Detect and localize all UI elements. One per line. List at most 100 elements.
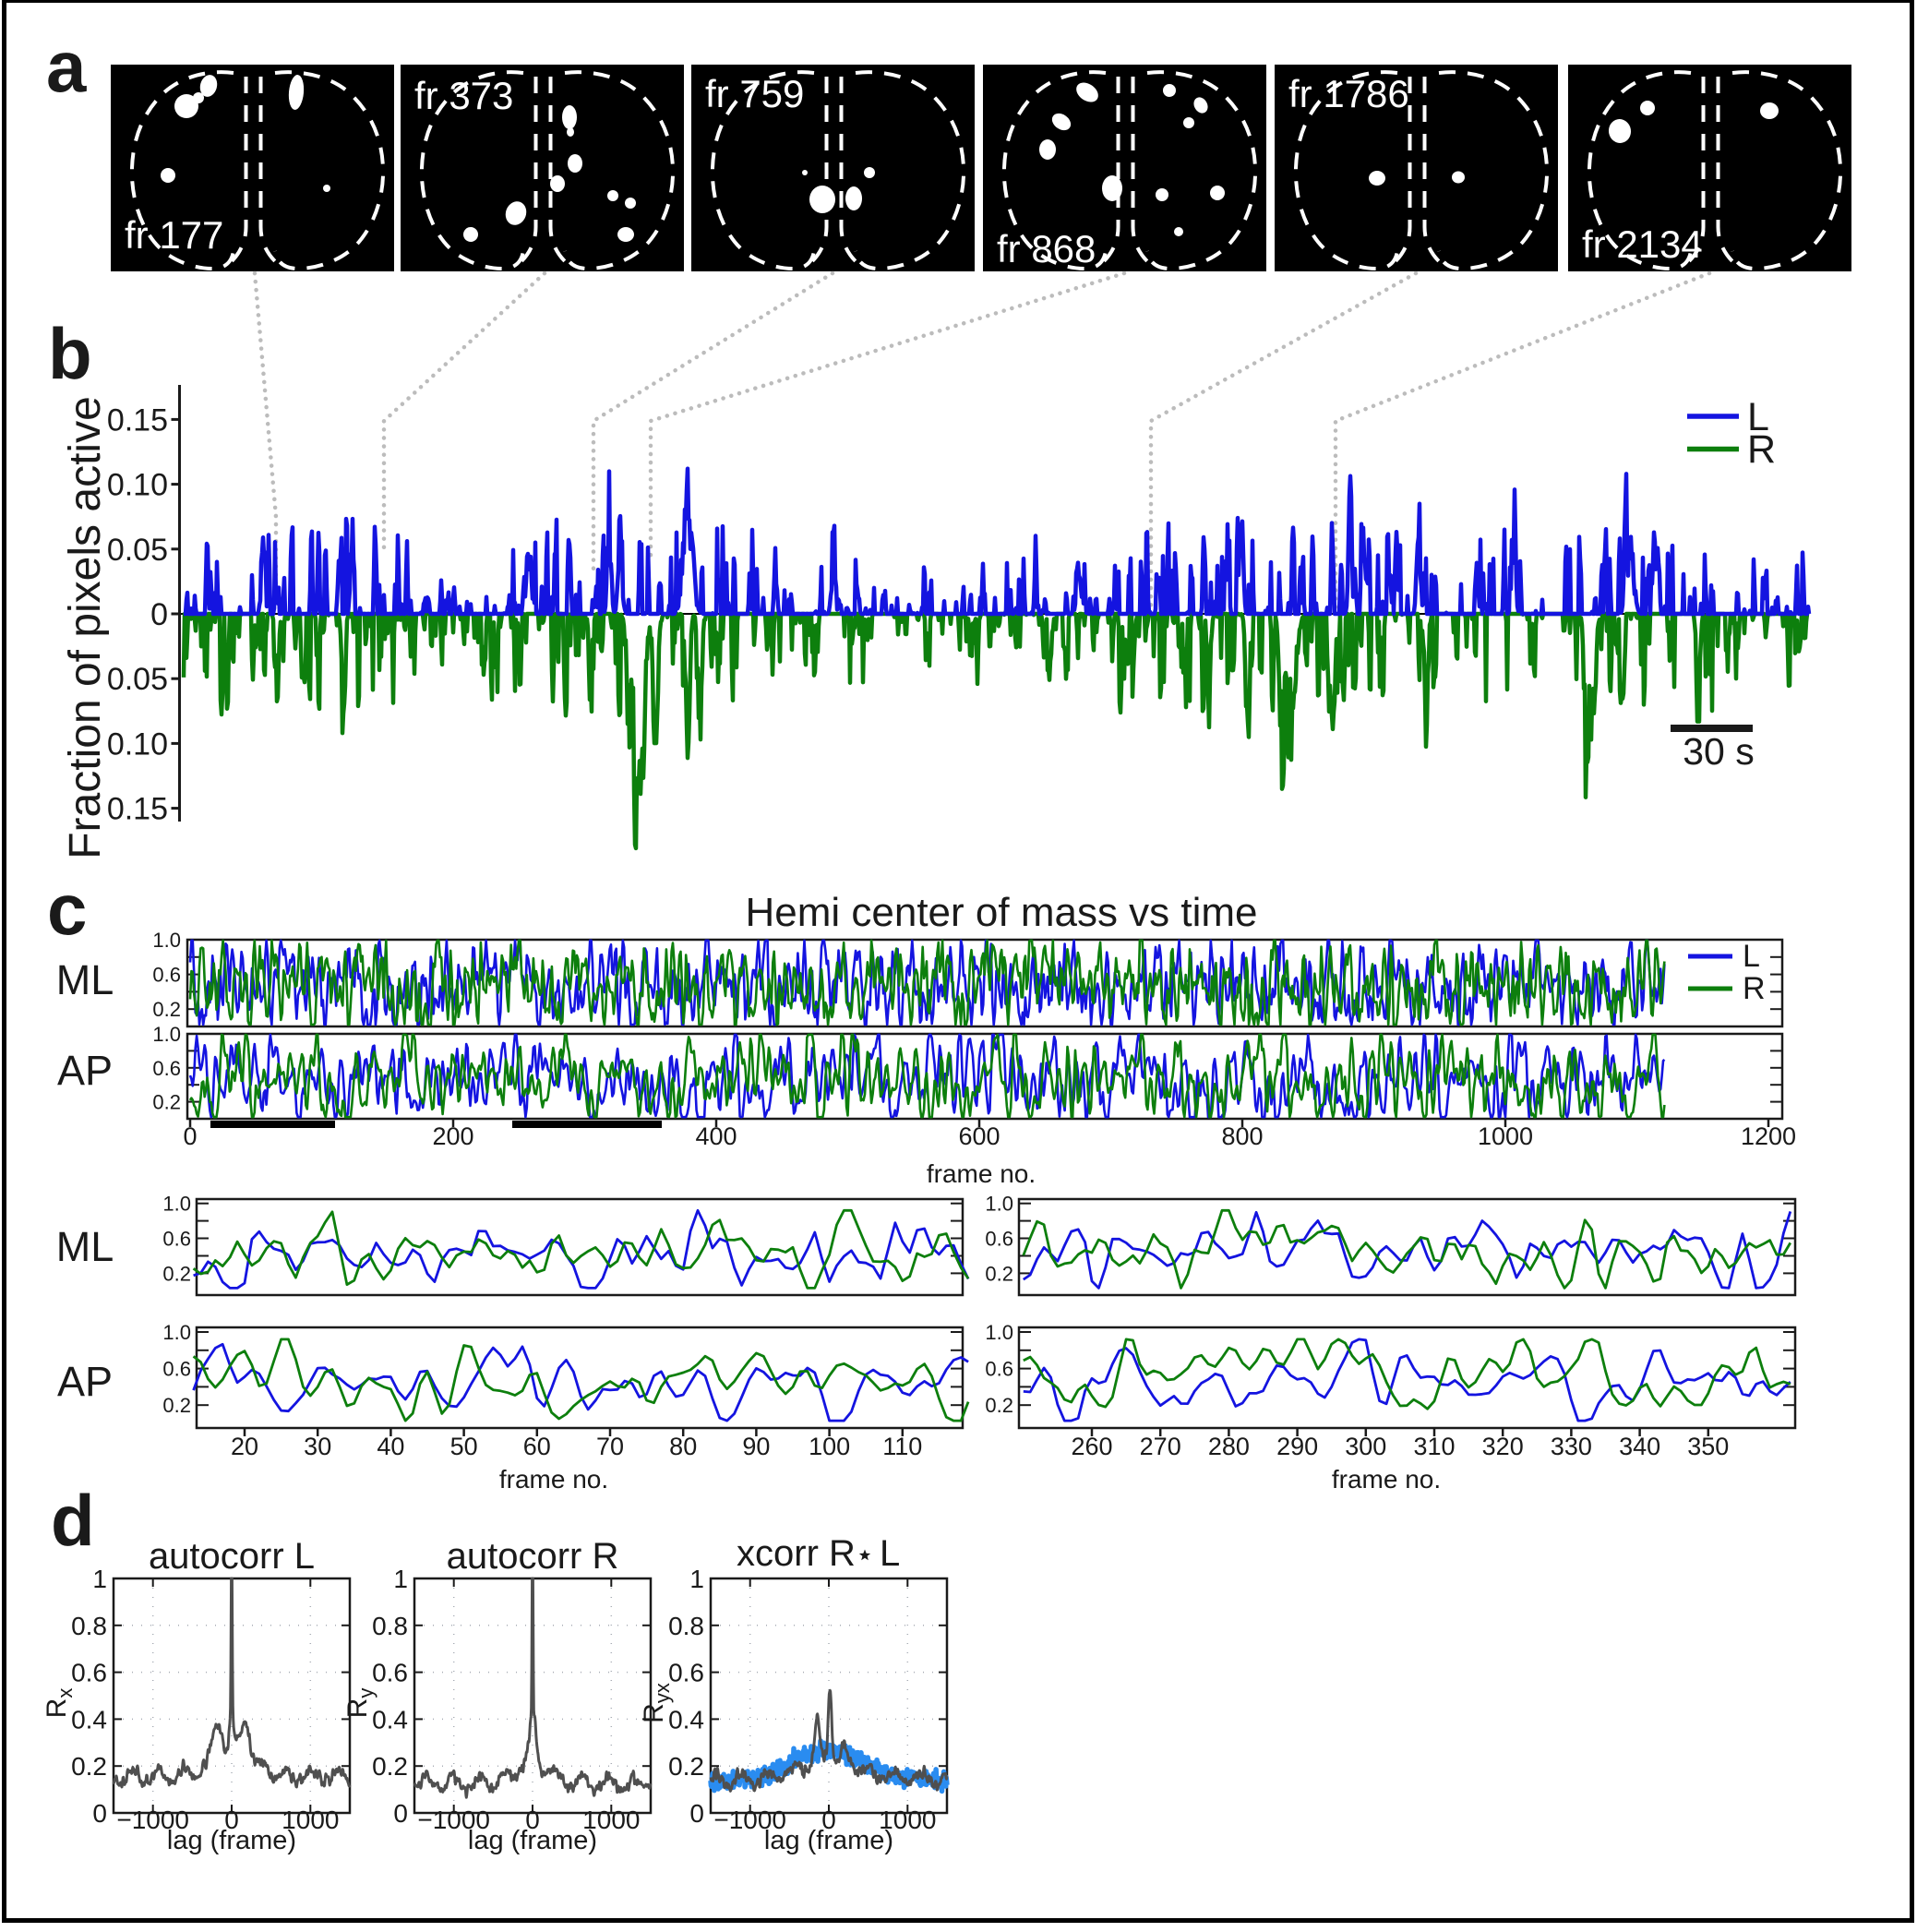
svg-text:600: 600 [958,1122,1000,1150]
svg-text:1000: 1000 [879,1806,936,1834]
svg-text:Fraction of pixels active: Fraction of pixels active [61,396,110,859]
svg-text:0: 0 [150,597,168,632]
svg-text:1: 1 [689,1565,704,1593]
svg-text:1200: 1200 [1741,1122,1796,1150]
svg-text:lag (frame): lag (frame) [167,1826,296,1855]
svg-text:fr 868: fr 868 [997,227,1096,270]
svg-text:110: 110 [882,1433,922,1460]
svg-text:xcorr R: xcorr R [737,1533,856,1574]
svg-text:autocorr L: autocorr L [149,1536,315,1577]
svg-text:L: L [1743,939,1760,974]
svg-text:0.8: 0.8 [372,1612,408,1640]
svg-text:−1000: −1000 [713,1806,786,1834]
svg-text:80: 80 [669,1433,697,1460]
svg-text:0.6: 0.6 [71,1659,107,1687]
svg-text:0.6: 0.6 [152,1057,181,1080]
svg-text:0.6: 0.6 [985,1228,1013,1251]
svg-text:1: 1 [393,1565,408,1593]
svg-text:30 s: 30 s [1683,730,1755,773]
svg-text:b: b [48,313,92,394]
svg-text:350: 350 [1687,1433,1729,1460]
svg-text:270: 270 [1140,1433,1181,1460]
svg-text:340: 340 [1619,1433,1660,1460]
svg-text:0.2: 0.2 [152,998,181,1021]
svg-text:0.15: 0.15 [107,402,168,438]
svg-text:310: 310 [1413,1433,1455,1460]
svg-text:290: 290 [1276,1433,1318,1460]
svg-text:800: 800 [1221,1122,1263,1150]
svg-text:0.10: 0.10 [107,468,168,503]
svg-text:0.8: 0.8 [71,1612,107,1640]
svg-text:1: 1 [92,1565,107,1593]
svg-text:1.0: 1.0 [152,1023,181,1046]
svg-text:200: 200 [432,1122,473,1150]
svg-text:30: 30 [304,1433,331,1460]
svg-text:0: 0 [224,1806,239,1834]
svg-text:fr 177: fr 177 [125,213,223,257]
svg-text:AP: AP [57,1047,113,1094]
svg-text:0: 0 [393,1799,408,1828]
svg-text:50: 50 [450,1433,478,1460]
svg-text:fr 1786: fr 1786 [1288,72,1409,115]
svg-text:1.0: 1.0 [985,1193,1013,1216]
svg-text:0.6: 0.6 [162,1228,191,1251]
svg-text:100: 100 [809,1433,850,1460]
svg-text:ML: ML [56,1223,114,1270]
svg-text:0: 0 [689,1799,704,1828]
svg-text:−1000: −1000 [417,1806,490,1834]
svg-text:0.2: 0.2 [152,1091,181,1114]
svg-text:0: 0 [821,1806,836,1834]
svg-text:0.2: 0.2 [985,1394,1013,1417]
svg-text:0: 0 [92,1799,107,1828]
svg-text:0.15: 0.15 [107,792,168,827]
svg-text:0.4: 0.4 [668,1705,704,1734]
svg-text:1.0: 1.0 [162,1193,191,1216]
svg-text:0.2: 0.2 [162,1262,191,1285]
svg-text:300: 300 [1345,1433,1386,1460]
svg-text:260: 260 [1071,1433,1112,1460]
svg-text:1.0: 1.0 [152,929,181,952]
svg-text:d: d [51,1480,95,1561]
svg-text:0.05: 0.05 [107,533,168,568]
svg-text:L: L [880,1533,900,1574]
svg-text:fr 759: fr 759 [705,72,804,115]
svg-text:−1000: −1000 [116,1806,189,1834]
svg-text:ML: ML [56,956,114,1003]
svg-text:fr 373: fr 373 [414,74,513,117]
svg-text:1.0: 1.0 [162,1321,191,1344]
svg-text:0.2: 0.2 [985,1262,1013,1285]
svg-text:20: 20 [231,1433,258,1460]
svg-text:0: 0 [525,1806,540,1834]
svg-text:frame no.: frame no. [499,1465,608,1494]
svg-text:Hemi center of mass vs time: Hemi center of mass vs time [745,890,1257,935]
svg-text:60: 60 [523,1433,551,1460]
svg-text:400: 400 [695,1122,737,1150]
svg-text:90: 90 [742,1433,770,1460]
svg-text:L: L [1747,395,1769,439]
svg-text:1000: 1000 [282,1806,339,1834]
svg-text:1.0: 1.0 [985,1321,1013,1344]
svg-text:0.2: 0.2 [71,1752,107,1781]
svg-text:0.2: 0.2 [162,1394,191,1417]
svg-text:0.6: 0.6 [152,964,181,987]
svg-text:0.2: 0.2 [372,1752,408,1781]
svg-text:0.6: 0.6 [985,1358,1013,1381]
svg-text:0.6: 0.6 [162,1358,191,1381]
svg-text:lag (frame): lag (frame) [468,1826,597,1855]
svg-text:frame no.: frame no. [927,1159,1036,1188]
svg-text:280: 280 [1208,1433,1250,1460]
svg-text:330: 330 [1551,1433,1592,1460]
svg-text:1000: 1000 [1478,1122,1533,1150]
svg-text:0.10: 0.10 [107,726,168,762]
svg-text:0.6: 0.6 [668,1659,704,1687]
svg-text:0.6: 0.6 [372,1659,408,1687]
svg-text:0.2: 0.2 [668,1752,704,1781]
svg-text:fr 2134: fr 2134 [1582,222,1703,266]
svg-text:0.8: 0.8 [668,1612,704,1640]
svg-text:R: R [1747,427,1776,472]
svg-text:lag (frame): lag (frame) [764,1826,893,1855]
svg-text:0.4: 0.4 [372,1705,408,1734]
svg-text:1000: 1000 [582,1806,640,1834]
svg-text:AP: AP [57,1358,113,1405]
svg-text:40: 40 [377,1433,404,1460]
